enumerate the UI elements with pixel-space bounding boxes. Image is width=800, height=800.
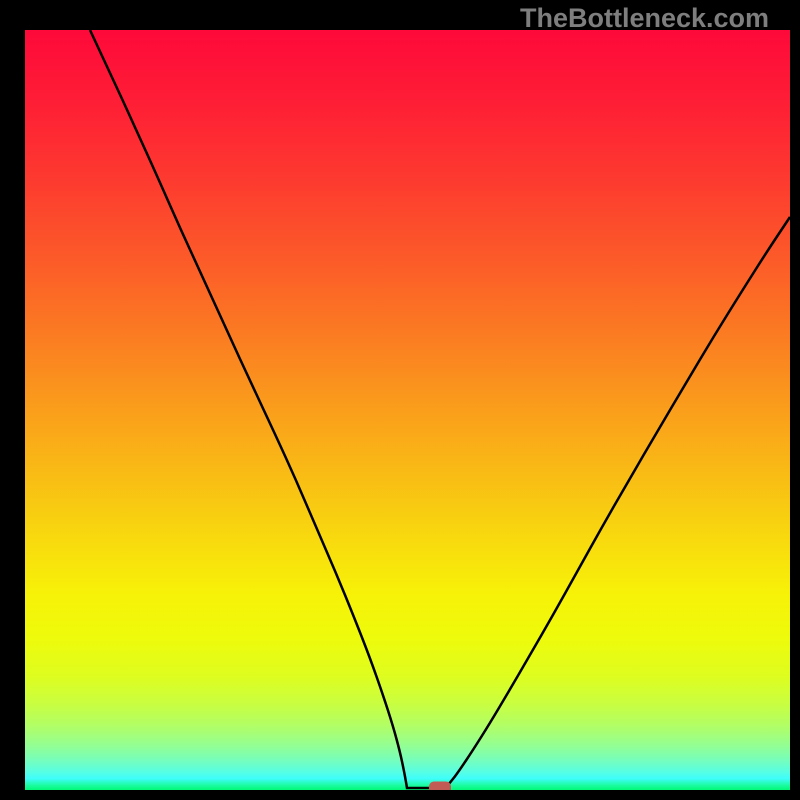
border-left — [0, 0, 25, 800]
bottleneck-curve — [90, 30, 790, 788]
border-bottom — [0, 790, 800, 800]
chart-container: TheBottleneck.com — [0, 0, 800, 800]
watermark-text: TheBottleneck.com — [520, 3, 769, 34]
chart-svg — [0, 0, 800, 800]
border-right — [790, 0, 800, 800]
plot-background — [25, 30, 790, 790]
